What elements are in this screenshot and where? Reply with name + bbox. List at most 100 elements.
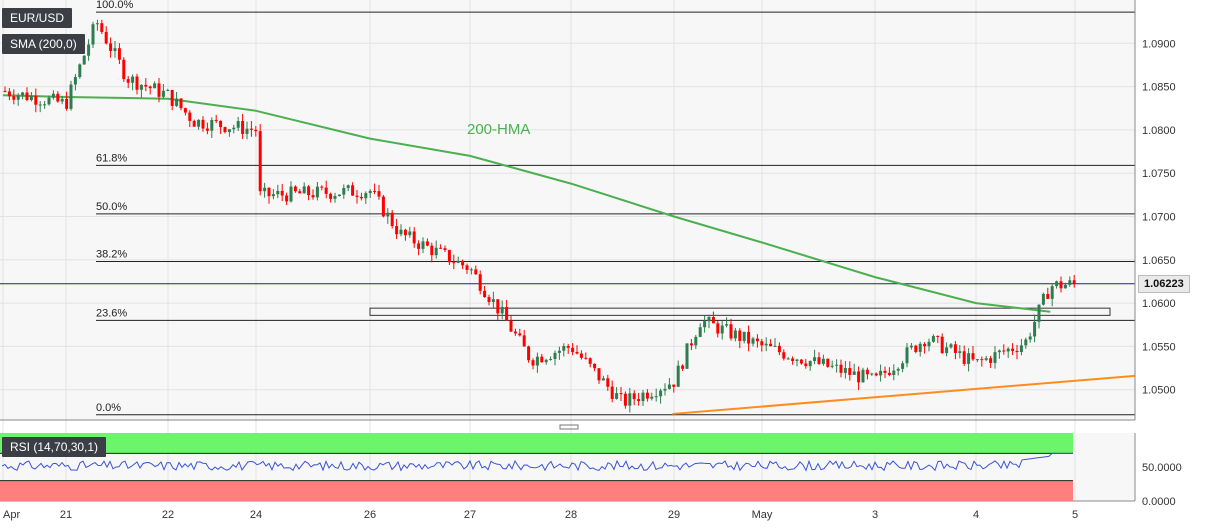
rsi-label[interactable]: RSI (14,70,30,1): [2, 437, 107, 457]
candle-body: [711, 317, 715, 324]
fib-level-label: 50.0%: [96, 201, 127, 213]
candle-body: [641, 392, 645, 402]
candle-body: [918, 343, 922, 352]
candle-body: [923, 343, 927, 347]
candle-body: [676, 365, 680, 387]
candle-body: [984, 358, 988, 360]
candle-body: [747, 331, 751, 344]
y-tick-label: 1.0600: [1142, 298, 1176, 310]
candle-body: [21, 92, 25, 96]
candle-body: [874, 373, 878, 376]
candle-body: [452, 262, 456, 264]
symbol-label[interactable]: EUR/USD: [2, 8, 73, 28]
candle-body: [1063, 284, 1067, 289]
current-price-tag: 1.06223: [1138, 275, 1190, 293]
y-tick-label: 1.0850: [1142, 82, 1176, 94]
candle-body: [447, 250, 451, 263]
candle-body: [786, 358, 790, 360]
candle-body: [623, 393, 627, 406]
candle-body: [949, 344, 953, 348]
resistance-zone: [369, 307, 1111, 316]
candle-body: [601, 378, 605, 381]
candle-body: [73, 77, 77, 85]
candle-body: [716, 323, 720, 334]
candle-body: [38, 104, 42, 106]
rsi-tick-label: 0.0000: [1142, 496, 1176, 508]
candle-body: [830, 365, 834, 367]
candle-body: [535, 356, 539, 366]
candle-body: [557, 350, 561, 353]
x-tick-label: 26: [364, 509, 376, 521]
candle-body: [720, 325, 724, 334]
candle-body: [342, 187, 346, 195]
candle-body: [271, 194, 275, 197]
candle-body: [527, 346, 531, 361]
candle-body: [324, 187, 328, 194]
candle-body: [1068, 280, 1072, 285]
candle-body: [100, 23, 104, 32]
candle-body: [769, 343, 773, 347]
candle-body: [571, 347, 575, 352]
candle-body: [1033, 321, 1037, 337]
candle-body: [637, 399, 641, 402]
candle-body: [681, 365, 685, 369]
x-tick-label: 24: [250, 509, 262, 521]
candle-body: [975, 359, 979, 361]
candle-body: [315, 186, 319, 198]
candle-body: [469, 269, 473, 271]
candle-body: [434, 247, 438, 256]
candle-body: [1028, 336, 1032, 340]
candle-body: [518, 333, 522, 336]
candle-body: [645, 392, 649, 399]
candle-body: [760, 341, 764, 346]
candle-body: [1024, 339, 1028, 346]
candle-body: [703, 321, 707, 328]
candle-body: [65, 98, 69, 109]
x-tick-label: May: [752, 509, 773, 521]
candle-body: [148, 86, 152, 89]
candle-body: [597, 368, 601, 381]
candle-body: [667, 384, 671, 389]
indicator-label[interactable]: SMA (200,0): [2, 34, 85, 54]
y-tick-label: 1.0500: [1142, 385, 1176, 397]
candle-body: [359, 196, 363, 199]
candle-body: [993, 352, 997, 363]
candle-body: [47, 97, 51, 105]
rsi-tick-label: 50.0000: [1142, 462, 1182, 474]
candle-body: [245, 128, 249, 134]
candle-body: [236, 121, 240, 128]
candle-body: [223, 127, 227, 133]
candle-body: [175, 98, 179, 106]
candle-body: [285, 195, 289, 202]
candle-body: [914, 345, 918, 352]
candle-body: [192, 120, 196, 127]
candle-body: [861, 369, 865, 383]
rsi-layer: 50.0000 0.0000: [0, 433, 1182, 508]
candle-body: [799, 359, 803, 364]
candle-body: [241, 121, 245, 134]
y-tick-label: 1.0700: [1142, 211, 1176, 223]
candle-body: [267, 187, 271, 197]
candle-body: [289, 186, 293, 202]
candle-body: [412, 231, 416, 244]
candle-body: [491, 299, 495, 303]
candle-body: [307, 186, 311, 196]
candle-body: [232, 127, 236, 130]
candle-body: [201, 119, 205, 129]
hma-layer: [2, 94, 1051, 313]
candle-body: [188, 112, 192, 121]
candle-body: [29, 95, 33, 101]
candle-body: [931, 335, 935, 342]
candle-body: [210, 119, 214, 131]
candle-body: [729, 324, 733, 339]
candle-body: [298, 191, 302, 194]
hma-line: [2, 94, 1051, 313]
candle-body: [562, 346, 566, 351]
candle-body: [311, 195, 315, 198]
candle-body: [901, 363, 905, 369]
candle-body: [549, 358, 553, 360]
candle-body: [157, 83, 161, 97]
candle-body: [843, 368, 847, 373]
candle-body: [276, 190, 280, 195]
candle-body: [513, 331, 517, 334]
